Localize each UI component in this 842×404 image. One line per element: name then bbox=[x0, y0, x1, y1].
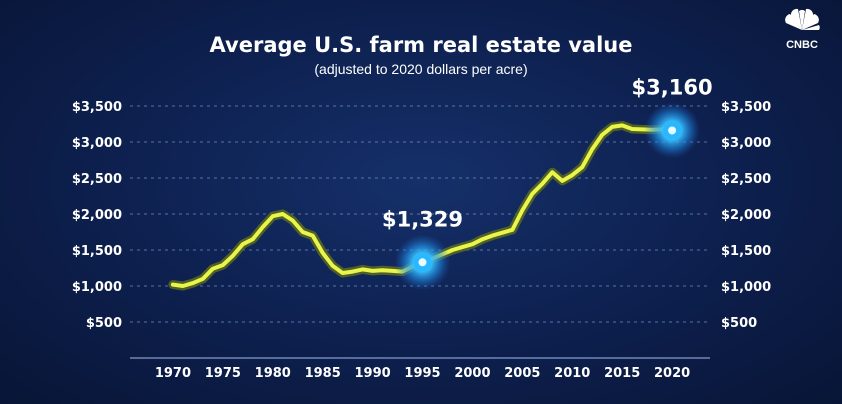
y-tick-label-right: $2,000 bbox=[721, 208, 771, 223]
y-tick-label-right: $2,500 bbox=[721, 172, 771, 187]
x-tick-label-1975: 1975 bbox=[205, 366, 241, 381]
y-tick-label-left: $3,500 bbox=[72, 100, 122, 115]
annotations: $1,329 $3,160 bbox=[382, 75, 713, 291]
x-tick-label-1990: 1990 bbox=[354, 366, 390, 381]
cnbc-peacock-logo: CNBC bbox=[785, 8, 820, 51]
x-axis-labels: 1970 1975 1980 1985 1990 1995 2000 2005 2010 2015… bbox=[155, 366, 690, 381]
chart-subtitle: (adjusted to 2020 dollars per acre) bbox=[314, 61, 527, 77]
y-axis-labels-right: $500 $1,000 $1,500 $2,000 $2,500 $3,000 $3,500 bbox=[721, 100, 771, 331]
y-tick-label-right: $3,500 bbox=[721, 100, 771, 115]
annotation-label: $3,160 bbox=[632, 75, 713, 99]
x-tick-label-2010: 2010 bbox=[554, 366, 590, 381]
chart-title: Average U.S. farm real estate value bbox=[210, 33, 633, 57]
y-tick-label-left: $500 bbox=[86, 316, 122, 331]
highlight-point-core bbox=[668, 126, 677, 135]
y-tick-label-left: $3,000 bbox=[72, 136, 122, 151]
x-tick-label-1970: 1970 bbox=[155, 366, 191, 381]
y-tick-label-left: $2,000 bbox=[72, 208, 122, 223]
y-tick-label-right: $500 bbox=[721, 316, 757, 331]
y-tick-label-right: $1,000 bbox=[721, 280, 771, 295]
highlight-point-core bbox=[418, 258, 427, 267]
y-tick-label-right: $1,500 bbox=[721, 244, 771, 259]
y-tick-label-right: $3,000 bbox=[721, 136, 771, 151]
y-tick-label-left: $1,500 bbox=[72, 244, 122, 259]
y-tick-label-left: $1,000 bbox=[72, 280, 122, 295]
cnbc-logo-text: CNBC bbox=[786, 39, 818, 51]
x-tick-label-2005: 2005 bbox=[504, 366, 540, 381]
x-tick-label-2000: 2000 bbox=[454, 366, 490, 381]
peacock-icon bbox=[785, 8, 820, 30]
annotation-label: $1,329 bbox=[382, 207, 463, 231]
y-axis-labels-left: $500 $1,000 $1,500 $2,000 $2,500 $3,000 $3,500 bbox=[72, 100, 122, 331]
x-tick-label-2015: 2015 bbox=[604, 366, 640, 381]
x-tick-label-1980: 1980 bbox=[255, 366, 291, 381]
x-tick-label-1985: 1985 bbox=[305, 366, 341, 381]
x-tick-label-2020: 2020 bbox=[654, 366, 690, 381]
x-tick-label-1995: 1995 bbox=[404, 366, 440, 381]
y-tick-label-left: $2,500 bbox=[72, 172, 122, 187]
